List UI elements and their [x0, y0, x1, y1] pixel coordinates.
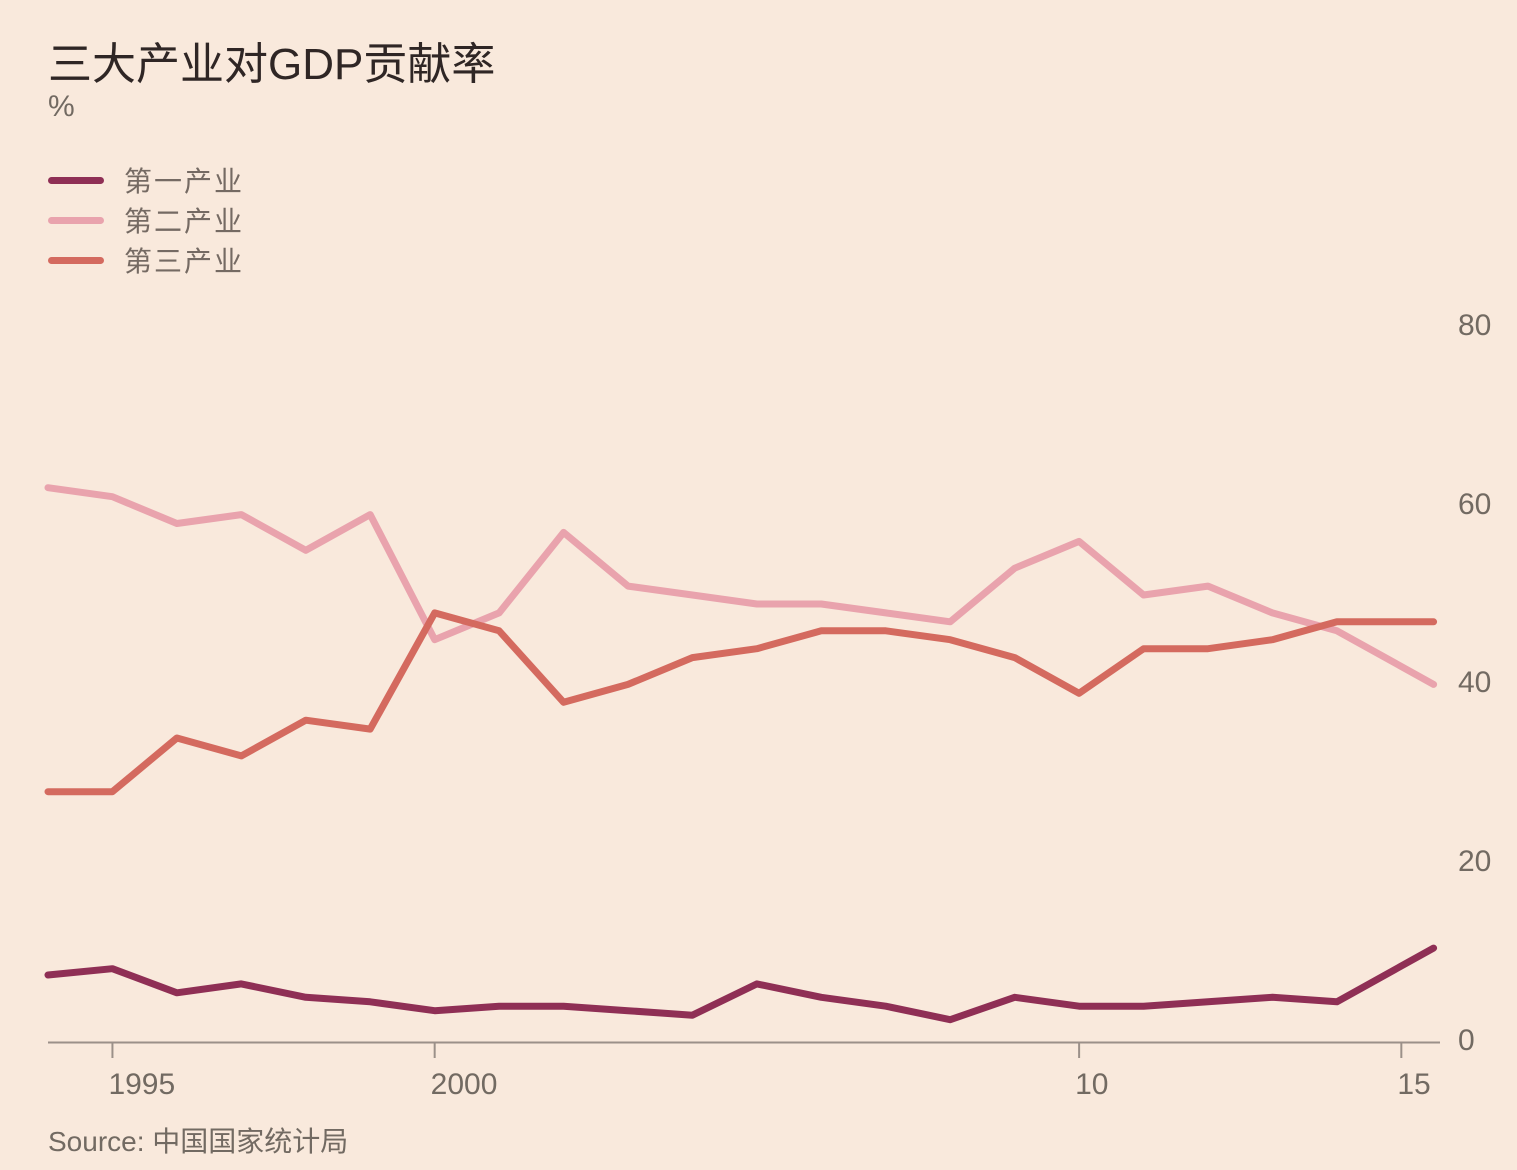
y-axis-tick-label: 0 [1458, 1024, 1475, 1058]
chart-source: Source: 中国国家统计局 [48, 1120, 348, 1160]
gdp-contribution-chart: 三大产业对GDP贡献率 % 第一产业第二产业第三产业 Source: 中国国家统… [0, 0, 1517, 1170]
y-axis-tick-label: 80 [1458, 309, 1491, 343]
series-line [48, 488, 1434, 685]
x-axis-tick-label: 2000 [431, 1068, 498, 1102]
y-axis-tick-label: 40 [1458, 666, 1491, 700]
chart-source-text: 中国国家统计局 [152, 1126, 348, 1157]
series-line [48, 613, 1434, 792]
y-axis-tick-label: 60 [1458, 488, 1491, 522]
x-axis-tick-label: 15 [1397, 1068, 1430, 1102]
x-axis-tick-label: 10 [1075, 1068, 1108, 1102]
x-axis-tick-label: 1995 [108, 1068, 175, 1102]
y-axis-tick-label: 20 [1458, 845, 1491, 879]
chart-source-prefix: Source: [48, 1126, 152, 1157]
chart-plot-svg [0, 0, 1517, 1170]
series-line [48, 948, 1434, 1020]
